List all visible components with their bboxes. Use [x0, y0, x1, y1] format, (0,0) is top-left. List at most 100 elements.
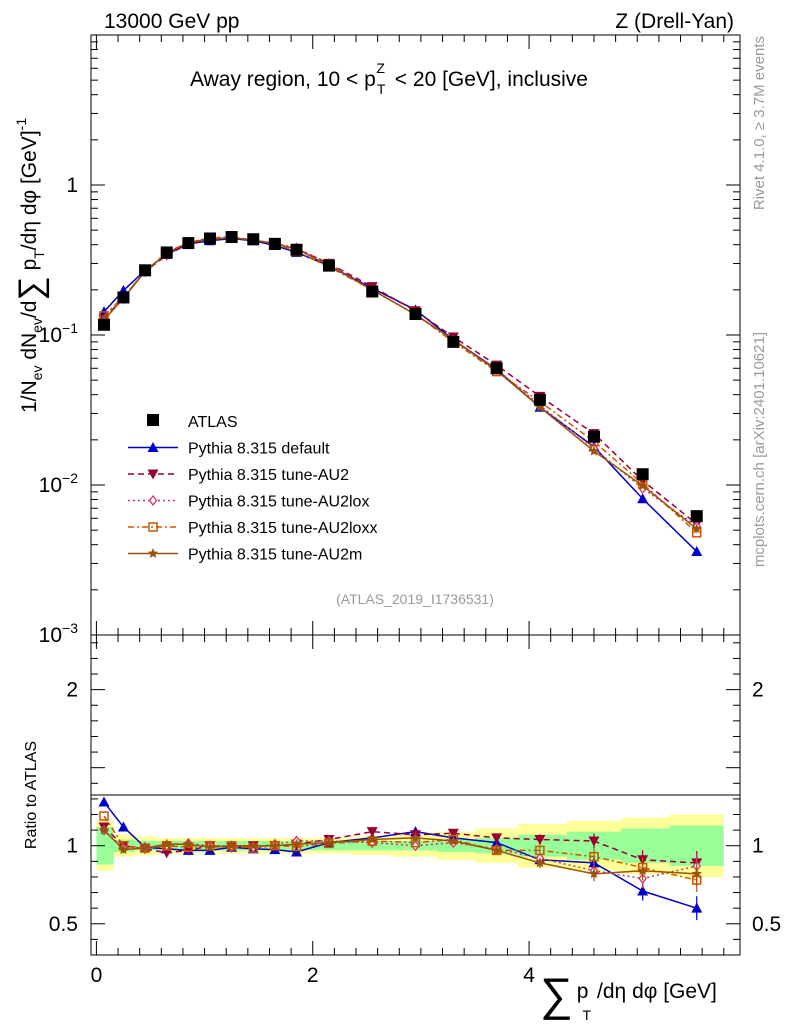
ratio-y-tick-label-right: 2 [752, 679, 764, 702]
ratio-y-tick-label: 0.5 [49, 913, 78, 936]
mcplots-label: mcplots.cern.ch [arXiv:2401.10621] [751, 332, 768, 567]
header-left: 13000 GeV pp [104, 10, 239, 33]
plot-title: Away region, 10 < pTZ < 20 [GeV], inclus… [190, 60, 588, 97]
atlas-data-point [366, 285, 379, 298]
ratio-point-pythia-8-315-default [117, 821, 129, 832]
atlas-data-point [225, 231, 238, 244]
legend-marker-atlas [147, 414, 159, 426]
ratio-point-pythia-8-315-tune-au2m [161, 838, 172, 849]
series-point-pythia-8-315-tune-au2m [691, 523, 702, 534]
ratio-point-pythia-8-315-tune-au2 [366, 827, 378, 838]
ratio-point-pythia-8-315-tune-au2 [491, 833, 503, 844]
x-axis-label: ∑ p T/dη dφ [GeV] [540, 968, 717, 1023]
atlas-data-point [490, 362, 503, 375]
x-tick-label: 0 [91, 964, 103, 987]
atlas-data-point [587, 430, 600, 443]
legend-marker-pythia-8-315-tune-au2lox [148, 494, 158, 507]
atlas-data-point [447, 335, 460, 348]
ratio-point-pythia-8-315-tune-au2m [248, 840, 259, 851]
ratio-axis-ticks: 0 2 4 2 2 1 1 0.5 0.5 [49, 642, 781, 987]
series-point-pythia-8-315-default [637, 493, 649, 504]
ratio-y-tick-label-right: 1 [752, 835, 764, 858]
series-point-pythia-8-315-tune-au2m [588, 445, 600, 456]
analysis-id-watermark: (ATLAS_2019_I1736531) [336, 591, 494, 607]
main-frame [90, 34, 741, 636]
y-tick-label: 1 [66, 174, 78, 197]
ratio-point-pythia-8-315-default [291, 846, 303, 857]
ratio-point-pythia-8-315-default [637, 885, 649, 896]
series-point-pythia-8-315-default [691, 546, 703, 557]
ratio-point-pythia-8-315-tune-au2 [447, 828, 459, 839]
ratio-point-pythia-8-315-tune-au2 [588, 836, 600, 847]
ratio-frame [90, 634, 741, 956]
series-line-pythia-8-315-tune-au2loxx [103, 236, 698, 534]
atlas-data-point [97, 318, 110, 331]
ratio-point-pythia-8-315-tune-au2lox [411, 840, 420, 852]
ratio-point-pythia-8-315-tune-au2m [98, 824, 110, 835]
atlas-data-point [533, 393, 546, 406]
ratio-point-pythia-8-315-tune-au2m [323, 837, 335, 848]
ratio-point-pythia-8-315-tune-au2m [691, 868, 702, 879]
legend-marker-pythia-8-315-tune-au2 [147, 469, 159, 480]
ratio-point-pythia-8-315-default [98, 796, 110, 807]
ratio-y-tick-label: 1 [66, 835, 78, 858]
atlas-data-point [322, 259, 335, 272]
y-axis-label: 1/Nev dNev/d∑ pT/dη dφ [GeV]-1 [12, 118, 50, 413]
legend-label-pythia-8-315-tune-au2lox: Pythia 8.315 tune-AU2lox [188, 494, 369, 511]
ratio-point-pythia-8-315-tune-au2loxx [535, 845, 545, 856]
ratio-point-pythia-8-315-tune-au2m [534, 857, 546, 868]
ratio-point-pythia-8-315-tune-au2m [410, 832, 421, 843]
atlas-data-point [139, 264, 152, 277]
ratio-point-pythia-8-315-tune-au2m [637, 865, 648, 876]
ratio-band-green [96, 825, 724, 867]
legend-marker-pythia-8-315-default [147, 442, 159, 452]
atlas-data-point [268, 237, 281, 250]
ratio-point-pythia-8-315-tune-au2m [491, 844, 502, 855]
ratio-y-tick-label-right: 0.5 [752, 913, 781, 936]
atlas-data-point [690, 510, 703, 523]
ratio-point-pythia-8-315-tune-au2m [226, 840, 237, 851]
ratio-point-pythia-8-315-tune-au2m [204, 841, 216, 852]
series-point-pythia-8-315-tune-au2m [534, 401, 546, 412]
legend-label-pythia-8-315-tune-au2loxx: Pythia 8.315 tune-AU2loxx [188, 520, 377, 537]
rivet-version-label: Rivet 4.1.0, ≥ 3.7M events [751, 36, 768, 210]
atlas-data-points [97, 231, 703, 523]
y-tick-label: 10−1 [39, 320, 79, 347]
ratio-point-pythia-8-315-tune-au2loxx [589, 851, 599, 862]
ratio-y-tick-label: 2 [66, 679, 78, 702]
ratio-point-pythia-8-315-tune-au2loxx [99, 811, 109, 821]
ratio-point-pythia-8-315-tune-au2m [118, 844, 129, 855]
ratio-point-pythia-8-315-tune-au2m [448, 835, 459, 846]
ratio-point-pythia-8-315-tune-au2m [139, 842, 151, 853]
x-tick-label: 4 [523, 964, 535, 987]
legend: ATLAS Pythia 8.315 default Pythia 8.315 tu… [128, 414, 377, 564]
atlas-data-point [247, 233, 260, 246]
ratio-point-pythia-8-315-tune-au2m [291, 838, 302, 849]
legend-marker-pythia-8-315-tune-au2loxx [148, 522, 158, 532]
ratio-point-pythia-8-315-default [691, 902, 703, 913]
main-axis-ticks: 1 10−1 10−2 10−3 [39, 35, 740, 649]
ratio-point-pythia-8-315-tune-au2 [534, 834, 546, 845]
y-tick-label: 10−2 [39, 470, 79, 497]
atlas-data-point [636, 468, 649, 481]
ratio-point-pythia-8-315-tune-au2 [161, 848, 173, 859]
atlas-data-point [290, 243, 303, 256]
atlas-data-point [182, 237, 195, 250]
main-panel: 1 10−1 10−2 10−3 Away region, 10 < pTZ < 20… [12, 34, 741, 649]
atlas-data-point [160, 246, 173, 259]
atlas-data-point [203, 232, 216, 245]
y-tick-label: 10−3 [39, 620, 79, 647]
ratio-point-pythia-8-315-tune-au2m [269, 840, 281, 851]
header-right: Z (Drell-Yan) [615, 10, 734, 33]
atlas-data-point [117, 291, 130, 304]
legend-marker-pythia-8-315-tune-au2m [147, 548, 159, 558]
ratio-series-layer [98, 796, 703, 921]
legend-label-pythia-8-315-tune-au2: Pythia 8.315 tune-AU2 [188, 467, 349, 484]
ratio-point-pythia-8-315-tune-au2m [183, 838, 194, 849]
atlas-data-point [409, 308, 422, 321]
ratio-panel: 0 2 4 2 2 1 1 0.5 0.5 Ratio to ATLAS ∑ p T/dη dφ [… [23, 634, 781, 1023]
x-tick-label: 2 [307, 964, 319, 987]
series-point-pythia-8-315-tune-au2m [637, 480, 648, 491]
series-line-pythia-8-315-tune-au2m [103, 236, 698, 530]
